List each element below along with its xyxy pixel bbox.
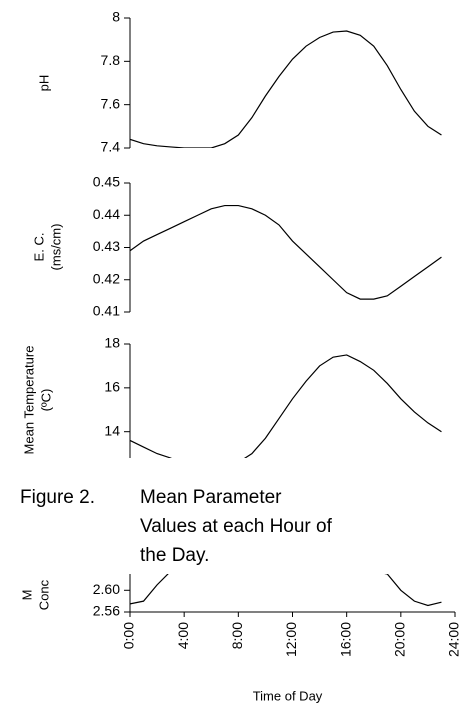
y-tick-label: 7.6 bbox=[101, 95, 121, 111]
y-tick-label: 7.4 bbox=[101, 139, 121, 155]
caption-line: the Day. bbox=[140, 545, 209, 566]
x-tick-label: 20:00 bbox=[392, 622, 408, 657]
panel: 0.41 0.42 0.43 0.44 0.45 E. C. (ms/cm) bbox=[31, 174, 442, 319]
y-tick-label: 0.43 bbox=[93, 238, 120, 254]
y-tick-label: 18 bbox=[104, 335, 120, 351]
y-axis-label: (ºC) bbox=[38, 389, 53, 412]
x-tick-label: 8:00 bbox=[229, 622, 245, 649]
panel: 7.4 7.6 7.8 8 pH bbox=[36, 9, 442, 155]
caption-bg bbox=[0, 461, 468, 571]
data-line bbox=[130, 204, 442, 300]
x-tick-label: 16:00 bbox=[337, 622, 353, 657]
y-axis-label: M bbox=[19, 590, 34, 601]
panel: 14 16 18 Mean Temperature (ºC) bbox=[21, 335, 442, 458]
x-tick-label: 4:00 bbox=[175, 622, 191, 649]
x-tick-label: 12:00 bbox=[283, 622, 299, 657]
caption-line: Values at each Hour of bbox=[140, 516, 333, 537]
y-tick-label: 0.41 bbox=[93, 303, 120, 319]
panel: 2.56 2.60 M Conc 0:00 4:00 8:00 12:00 16:00 20:00… bbox=[19, 574, 462, 703]
y-tick-label: 14 bbox=[104, 422, 120, 438]
caption-line: Mean Parameter bbox=[140, 487, 282, 508]
data-line bbox=[130, 354, 442, 458]
data-line bbox=[130, 574, 442, 607]
x-tick-label: 24:00 bbox=[446, 622, 462, 657]
caption-label: Figure 2. bbox=[20, 487, 95, 508]
y-tick-label: 2.60 bbox=[93, 581, 120, 597]
y-axis-label: pH bbox=[36, 75, 51, 92]
x-tick-label: 0:00 bbox=[121, 622, 137, 649]
y-tick-label: 16 bbox=[104, 379, 120, 395]
y-tick-label: 0.45 bbox=[93, 174, 120, 190]
y-axis-label: E. C. bbox=[31, 233, 46, 262]
y-tick-label: 7.8 bbox=[101, 52, 121, 68]
y-tick-label: 0.42 bbox=[93, 270, 120, 286]
y-axis-label: Mean Temperature bbox=[21, 346, 36, 455]
y-tick-label: 8 bbox=[112, 9, 120, 25]
x-axis-label: Time of Day bbox=[253, 688, 323, 703]
y-axis-label: (ms/cm) bbox=[48, 224, 63, 271]
y-axis-label: Conc bbox=[36, 579, 51, 610]
y-tick-label: 0.44 bbox=[93, 206, 120, 222]
y-tick-label: 2.56 bbox=[93, 603, 120, 619]
data-line bbox=[130, 30, 442, 148]
